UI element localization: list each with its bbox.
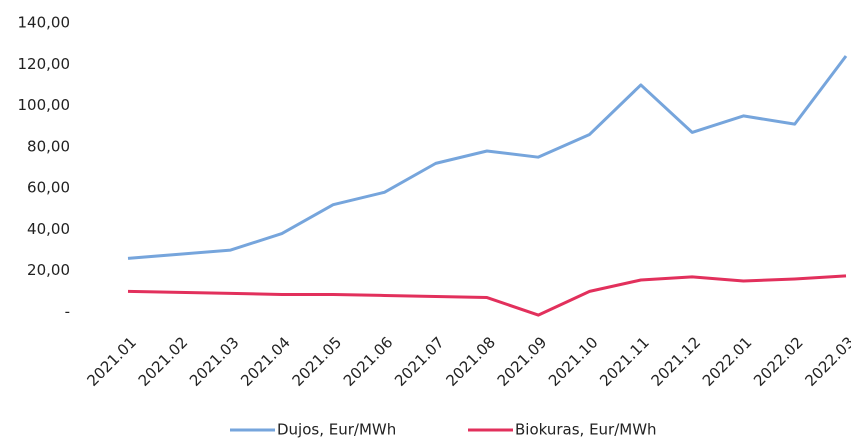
x-tick-label: 2022.03 [801,333,851,390]
x-tick-label: 2021.11 [596,333,653,390]
line [127,55,848,260]
y-tick-label: 120,00 [18,55,71,73]
y-tick-label: 40,00 [27,220,70,238]
x-tick-label: 2021.07 [391,333,448,390]
x-tick-label: 2021.10 [545,333,602,390]
legend-label: Dujos, Eur/MWh [277,421,396,439]
x-tick-label: 2022.01 [699,333,756,390]
y-tick-label: - [65,303,70,321]
x-tick-label: 2021.08 [442,333,499,390]
x-tick-label: 2021.06 [340,333,397,390]
y-tick-label: 100,00 [18,96,71,114]
x-tick-label: 2021.02 [135,333,192,390]
line [127,274,847,317]
y-tick-label: 60,00 [27,179,70,197]
x-tick-label: 2021.04 [237,333,294,390]
y-tick-label: 80,00 [27,137,70,155]
legend-label: Biokuras, Eur/MWh [515,421,657,439]
y-tick-label: 140,00 [18,14,71,32]
x-tick-label: 2021.03 [186,333,243,390]
y-tick-label: 20,00 [27,261,70,279]
x-tick-label: 2021.09 [494,333,551,390]
x-tick-label: 2021.12 [648,333,705,390]
x-tick-label: 2021.01 [83,333,140,390]
x-tick-label: 2022.02 [750,333,807,390]
x-tick-label: 2021.05 [289,333,346,390]
